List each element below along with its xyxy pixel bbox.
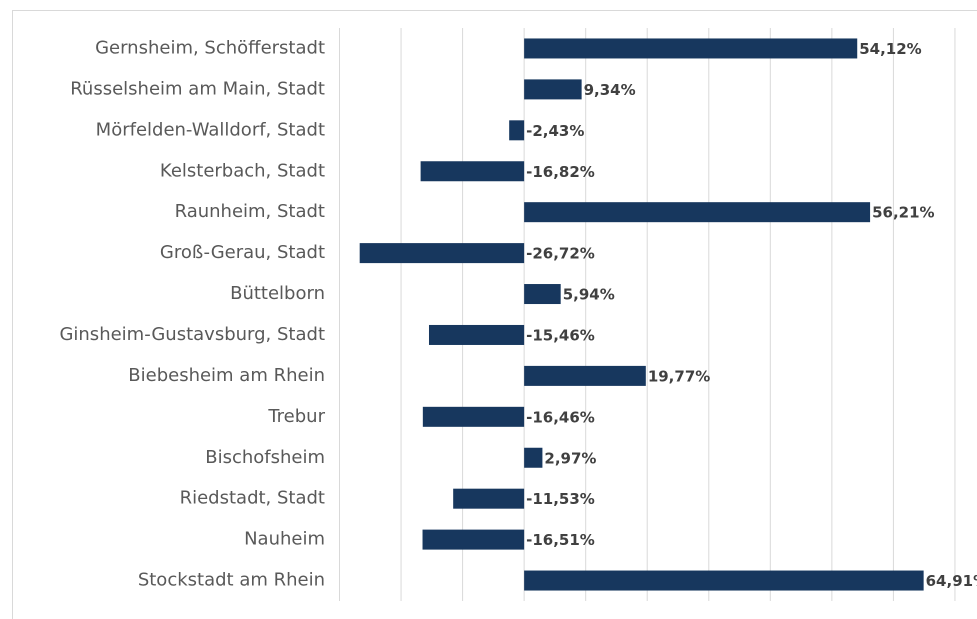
category-label: Stockstadt am Rhein: [138, 570, 325, 591]
value-label: -11,53%: [526, 490, 595, 508]
bar: [524, 447, 543, 468]
value-label: -15,46%: [526, 326, 595, 344]
category-label: Trebur: [267, 406, 325, 427]
bar: [524, 79, 582, 100]
value-label: 5,94%: [563, 286, 615, 304]
category-label: Kelsterbach, Stadt: [160, 160, 325, 181]
bar: [428, 324, 525, 345]
bar: [524, 570, 924, 591]
chart-frame: [12, 10, 977, 619]
value-label: -16,46%: [526, 408, 595, 426]
bar: [524, 38, 858, 59]
bar: [453, 488, 525, 509]
bar: [524, 284, 561, 305]
category-label: Riedstadt, Stadt: [180, 488, 325, 509]
category-label: Büttelborn: [230, 283, 325, 304]
category-label: Raunheim, Stadt: [175, 201, 325, 222]
value-label: -2,43%: [526, 122, 584, 140]
value-label: -16,51%: [526, 531, 595, 549]
value-label: 64,91%: [926, 572, 977, 590]
value-label: 56,21%: [872, 204, 934, 222]
bar: [420, 161, 525, 182]
bar: [422, 529, 525, 550]
category-label: Groß-Gerau, Stadt: [160, 242, 325, 263]
category-label: Ginsheim-Gustavsburg, Stadt: [59, 324, 325, 345]
bar: [524, 365, 646, 386]
value-label: -26,72%: [526, 245, 595, 263]
category-label: Mörfelden-Walldorf, Stadt: [96, 119, 325, 140]
bar: [422, 406, 525, 427]
value-label: -16,82%: [526, 163, 595, 181]
value-label: 54,12%: [859, 40, 921, 58]
value-label: 2,97%: [544, 449, 596, 467]
category-label: Biebesheim am Rhein: [128, 365, 325, 386]
value-label: 19,77%: [648, 367, 710, 385]
bar: [509, 120, 525, 141]
category-label: Nauheim: [244, 529, 325, 550]
value-label: 9,34%: [584, 81, 636, 99]
category-label: Bischofsheim: [205, 447, 325, 468]
bar: [524, 202, 871, 223]
category-label: Gernsheim, Schöfferstadt: [95, 37, 325, 58]
category-label: Rüsselsheim am Main, Stadt: [70, 78, 325, 99]
bar: [359, 243, 525, 264]
